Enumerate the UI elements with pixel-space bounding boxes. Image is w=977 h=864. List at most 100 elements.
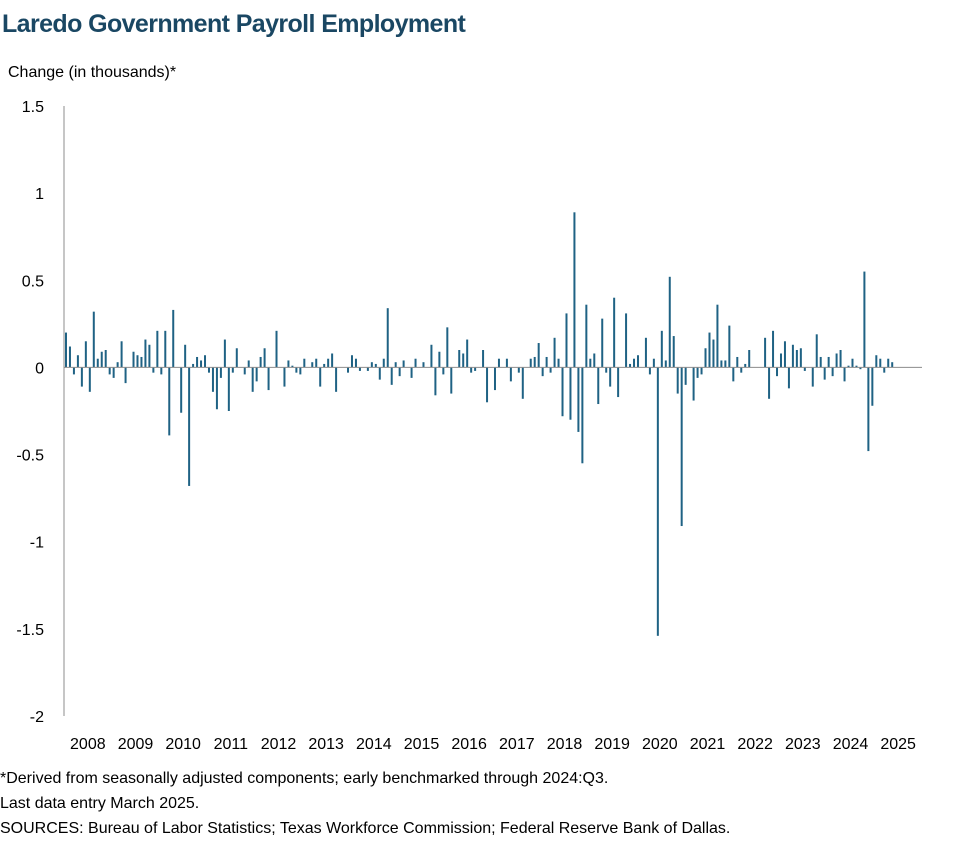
bar xyxy=(636,355,639,368)
bar xyxy=(648,367,651,375)
bar xyxy=(736,356,739,368)
bar xyxy=(625,313,628,368)
bar xyxy=(764,337,767,368)
bar xyxy=(259,356,262,368)
bar xyxy=(672,336,675,368)
bar xyxy=(347,367,350,373)
bar xyxy=(577,367,580,432)
bar xyxy=(235,348,238,368)
bar xyxy=(609,367,612,387)
bar xyxy=(267,367,270,391)
bar xyxy=(160,367,163,375)
bar xyxy=(863,271,866,368)
y-tick-label: -1.5 xyxy=(16,622,44,639)
bar xyxy=(124,367,127,384)
bar xyxy=(835,353,838,368)
bar xyxy=(851,358,854,368)
footnote-last-entry: Last data entry March 2025. xyxy=(0,795,200,812)
bar xyxy=(470,367,473,373)
bar xyxy=(839,350,842,368)
y-tick-label: -2 xyxy=(30,709,44,726)
x-tick-label: 2023 xyxy=(785,736,821,753)
bar xyxy=(569,367,572,420)
bar xyxy=(533,356,536,368)
bar xyxy=(815,334,818,368)
x-tick-label: 2021 xyxy=(690,736,726,753)
x-tick-label: 2012 xyxy=(261,736,297,753)
bar xyxy=(402,360,405,368)
bar xyxy=(104,350,107,368)
bar xyxy=(617,367,620,398)
y-tick-label: 1 xyxy=(35,186,44,203)
bar xyxy=(629,363,632,368)
bar xyxy=(211,367,214,392)
bar xyxy=(200,360,203,368)
bar xyxy=(188,367,191,486)
bar xyxy=(323,363,326,368)
bar xyxy=(430,344,433,368)
y-tick-label: -0.5 xyxy=(16,448,44,465)
bar xyxy=(331,353,334,368)
bar xyxy=(299,367,302,375)
bar xyxy=(68,346,71,368)
bar xyxy=(505,358,508,368)
x-tick-label: 2015 xyxy=(404,736,440,753)
bar xyxy=(243,367,246,375)
bar xyxy=(585,304,588,368)
bar xyxy=(696,367,699,378)
bar xyxy=(172,309,175,368)
bar xyxy=(382,358,385,368)
bar xyxy=(605,367,608,373)
bar xyxy=(414,358,417,368)
bar xyxy=(156,330,159,368)
bar xyxy=(354,358,357,368)
bar xyxy=(374,363,377,368)
bar xyxy=(529,358,532,368)
bar xyxy=(652,358,655,368)
bar xyxy=(486,367,489,403)
bar xyxy=(350,355,353,368)
x-tick-label: 2009 xyxy=(118,736,154,753)
bar xyxy=(867,367,870,452)
bar xyxy=(716,304,719,368)
y-axis-ticks: 1.5 1 0.5 0 -0.5 -1 -1.5 -2 xyxy=(16,99,44,726)
bar xyxy=(541,367,544,377)
bar xyxy=(366,367,369,371)
bar xyxy=(148,344,151,368)
y-tick-label: 0 xyxy=(35,360,44,377)
bar xyxy=(581,367,584,464)
bar xyxy=(287,360,290,368)
bar xyxy=(831,367,834,377)
bar xyxy=(859,367,862,370)
bar xyxy=(458,350,461,368)
bar xyxy=(553,337,556,368)
bar-chart: 1.5 1 0.5 0 -0.5 -1 -1.5 -2 2008 2009 2010 2011 201… xyxy=(16,99,922,753)
bar xyxy=(136,355,139,368)
bar xyxy=(96,358,99,368)
chart-title: Laredo Government Payroll Employment xyxy=(2,10,466,38)
bar xyxy=(446,327,449,368)
y-tick-label: -1 xyxy=(30,535,44,552)
bar xyxy=(748,350,751,368)
bar xyxy=(819,356,822,368)
bar xyxy=(795,350,798,368)
bar xyxy=(855,365,858,368)
x-tick-label: 2018 xyxy=(547,736,583,753)
bar xyxy=(891,362,894,368)
bar xyxy=(871,367,874,406)
bar xyxy=(704,348,707,368)
bar xyxy=(180,367,183,413)
bar xyxy=(466,339,469,368)
y-tick-label: 1.5 xyxy=(22,99,44,116)
bar xyxy=(787,367,790,389)
bar xyxy=(370,362,373,368)
bar xyxy=(549,367,552,373)
bar xyxy=(378,367,381,380)
bar xyxy=(644,337,647,368)
bar xyxy=(450,367,453,394)
y-tick-label: 0.5 xyxy=(22,273,44,290)
bar xyxy=(593,353,596,368)
x-tick-label: 2020 xyxy=(642,736,678,753)
bar xyxy=(394,362,397,368)
bar xyxy=(724,360,727,368)
